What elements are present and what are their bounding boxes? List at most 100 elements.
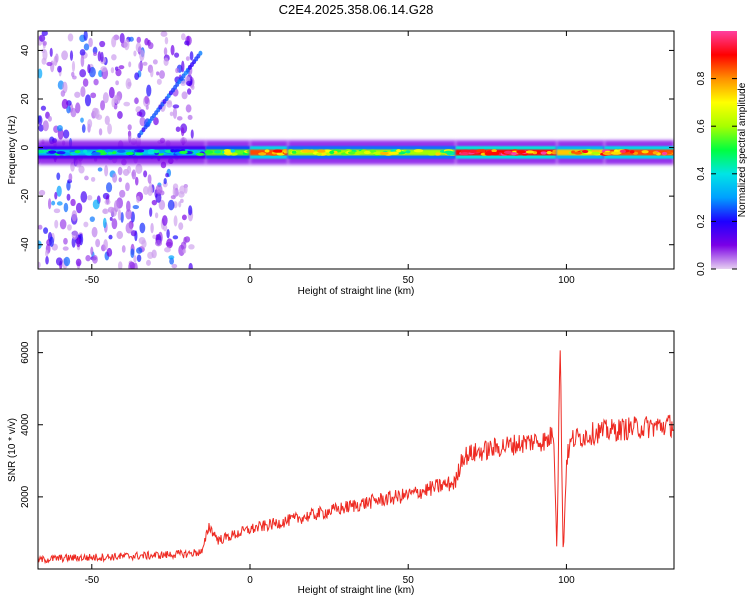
noise-blob (155, 184, 163, 195)
noise-blob (83, 221, 89, 228)
noise-blob (147, 42, 154, 50)
noise-blob (96, 114, 103, 120)
snr-series-line (38, 350, 674, 565)
noise-blob (106, 247, 113, 257)
noise-blob (92, 46, 98, 55)
noise-blob (87, 118, 93, 129)
noise-blob (63, 256, 71, 267)
noise-blob (144, 95, 149, 105)
y-tick-label: 40 (20, 44, 31, 56)
noise-blob (135, 176, 139, 186)
noise-blob (136, 111, 143, 117)
noise-blob (38, 224, 43, 230)
noise-blob (147, 174, 152, 184)
noise-blob (63, 202, 69, 213)
colorbar: 0.0 0.2 0.4 0.6 0.8 Normalized spectral ampl… (696, 31, 748, 276)
noise-blob (123, 101, 131, 107)
noise-blob (170, 44, 175, 56)
noise-blob (139, 222, 146, 234)
noise-blob (115, 80, 119, 86)
noise-blob (88, 66, 96, 78)
band-blob (195, 152, 205, 156)
band-core (250, 149, 288, 156)
band-blob (434, 152, 441, 156)
noise-blob (71, 60, 76, 73)
noise-blob (38, 124, 44, 132)
band-blob (136, 149, 145, 153)
noise-blob (187, 114, 193, 120)
noise-blob (99, 40, 106, 48)
noise-blob (38, 34, 46, 42)
figure-title: C2E4.2025.358.06.14.G28 (279, 2, 434, 17)
band-blob (74, 150, 81, 154)
band-blob (178, 150, 188, 154)
noise-blob (126, 200, 131, 212)
band-blob (134, 152, 144, 156)
noise-blob (181, 60, 185, 73)
noise-blob (80, 117, 84, 123)
noise-blob (146, 84, 152, 97)
band-blob (56, 151, 66, 155)
snr-frame (37, 330, 675, 570)
band-blob (591, 151, 601, 155)
band-blob (540, 151, 547, 155)
noise-blob (76, 236, 81, 248)
band-blob (153, 149, 160, 154)
noise-blob (104, 115, 110, 125)
band-blob (229, 149, 236, 153)
noise-blob (97, 51, 102, 62)
noise-blob (56, 201, 63, 206)
noise-blob (83, 43, 90, 51)
colorbar-label: Normalized spectral amplitude (737, 82, 748, 217)
noise-blob (83, 31, 88, 41)
noise-blob (79, 49, 86, 56)
colorbar-tick-label: 0.4 (696, 166, 707, 180)
noise-blob (164, 36, 169, 45)
band-blob (652, 151, 659, 155)
band-blob (396, 149, 402, 153)
band-blob (301, 149, 312, 153)
y-tick-label: 6000 (20, 341, 31, 364)
noise-blob (41, 48, 46, 54)
noise-blob (175, 126, 181, 132)
noise-blob (38, 115, 43, 126)
noise-blob (91, 254, 98, 264)
noise-blob (41, 31, 48, 37)
noise-blob (180, 127, 185, 137)
noise-blob (149, 207, 153, 217)
noise-blob (81, 124, 86, 133)
noise-blob (115, 68, 122, 77)
noise-blob (104, 165, 109, 177)
noise-blob (100, 100, 106, 111)
noise-blob (75, 102, 81, 114)
noise-blob (67, 224, 72, 231)
noise-blob (56, 172, 61, 181)
noise-blob (100, 51, 104, 63)
noise-blob (180, 198, 184, 204)
noise-blob (49, 236, 54, 248)
noise-blob (179, 185, 186, 195)
noise-blob (130, 248, 135, 259)
noise-blob (47, 198, 52, 210)
band-blob (214, 150, 222, 154)
noise-blob (111, 218, 118, 230)
noise-blob (145, 104, 149, 110)
noise-blob (158, 199, 166, 210)
noise-blob (61, 98, 69, 110)
noise-blob (90, 176, 96, 182)
band-blob (107, 151, 113, 155)
noise-blob (149, 181, 153, 193)
noise-blob (118, 177, 122, 183)
band-blob (105, 149, 114, 153)
noise-blob (127, 81, 132, 87)
noise-blob (71, 210, 78, 222)
noise-blob (38, 189, 46, 196)
noise-blob (162, 215, 168, 226)
band-core (604, 149, 674, 156)
noise-blob (38, 68, 43, 79)
noise-blob (109, 216, 113, 221)
noise-blob (151, 249, 157, 259)
spectrogram-y-label: Frequency (Hz) (7, 116, 18, 185)
snr-y-label: SNR (10 * v/v) (7, 418, 18, 482)
noise-blob (118, 65, 125, 70)
